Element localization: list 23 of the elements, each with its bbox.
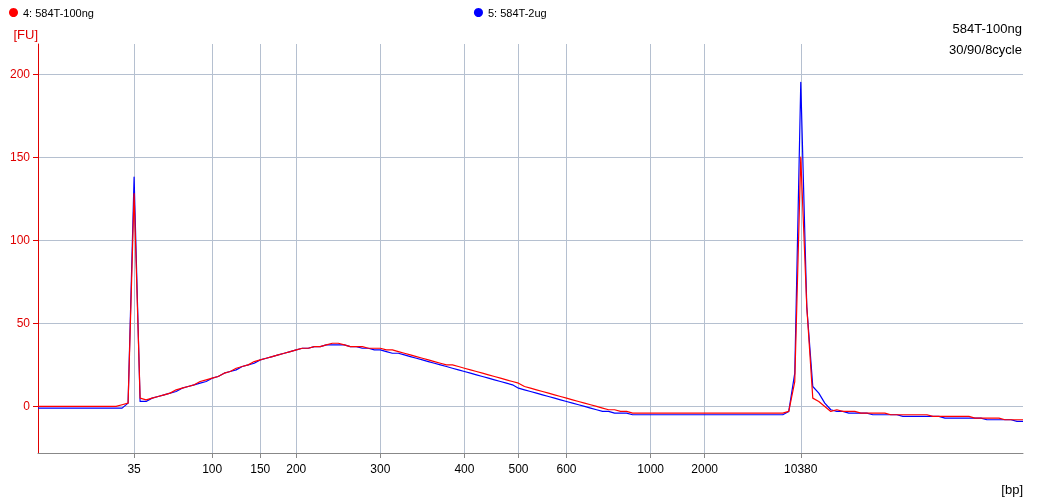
y-tick-label: 200	[9, 66, 31, 81]
x-tick-label: 200	[286, 462, 307, 476]
x-tick-label: 300	[370, 462, 391, 476]
y-tick-label: 50	[16, 316, 31, 331]
legend-label: 5: 584T-2ug	[487, 6, 547, 19]
x-tick-label: 100	[202, 462, 223, 476]
x-tick-label: 400	[454, 462, 475, 476]
x-tick-label: 35	[127, 462, 142, 476]
y-tick-label: 150	[9, 150, 31, 165]
annotation: 30/90/8cycle	[949, 42, 1022, 57]
y-tick-label: 100	[9, 233, 31, 248]
text: 584T-100ng	[952, 21, 1022, 36]
x-tick-label: 500	[508, 462, 529, 476]
x-tick-label: 10380	[784, 462, 818, 476]
x-tick-label: 1000	[637, 462, 665, 476]
y-axis-title: [FU]	[13, 27, 38, 42]
y-tick-label: 0	[23, 399, 31, 414]
x-axis-title: [bp]	[1001, 482, 1023, 497]
line-series	[37, 156, 1024, 421]
x-tick-label: 150	[250, 462, 271, 476]
x-tick-label: 600	[556, 462, 577, 476]
legend-label: 4: 584T-100ng	[23, 6, 94, 19]
x-tick-label: 2000	[691, 462, 719, 476]
